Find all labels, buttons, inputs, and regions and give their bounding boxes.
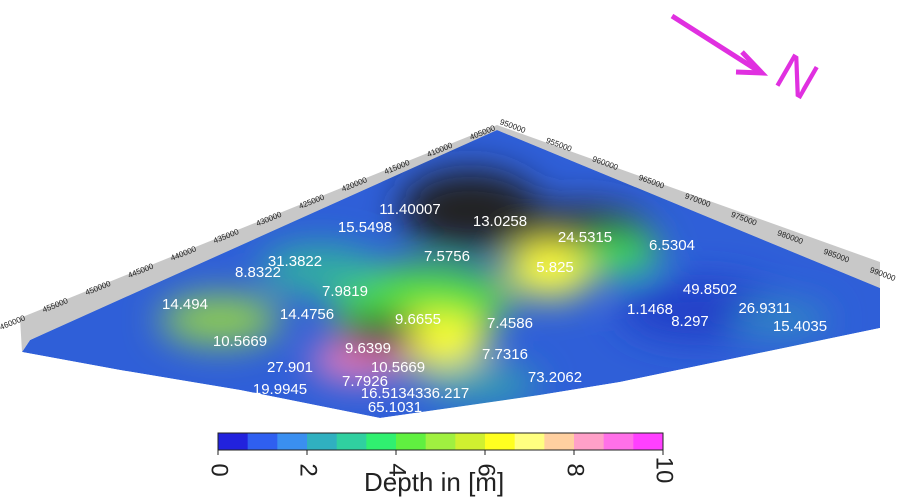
point-label: 6.5304 xyxy=(649,237,695,254)
colorbar-segment xyxy=(515,433,545,450)
point-label: 19.9945 xyxy=(253,381,307,398)
point-label: 8.297 xyxy=(671,313,709,330)
point-label: 5.825 xyxy=(536,259,574,276)
colorbar-segment xyxy=(544,433,574,450)
point-label: 73.2062 xyxy=(528,369,582,386)
north-label: N xyxy=(766,43,828,112)
colorbar-tick-label: 10 xyxy=(651,457,678,484)
colorbar-segment xyxy=(604,433,634,450)
colorbar-segment xyxy=(574,433,604,450)
colorbar-segment xyxy=(337,433,367,450)
point-label: 14.494 xyxy=(162,296,208,313)
point-label: 49.8502 xyxy=(683,281,737,298)
point-label: 15.5498 xyxy=(338,219,392,236)
point-label: 14.4756 xyxy=(280,306,334,323)
point-label: 8.8322 xyxy=(235,264,281,281)
point-label: 11.40007 xyxy=(379,201,440,218)
colorbar-segment xyxy=(218,433,248,450)
point-label: 9.6399 xyxy=(345,340,391,357)
point-label: 26.9311 xyxy=(738,300,791,317)
point-label: 15.4035 xyxy=(773,318,827,335)
north-arrow xyxy=(672,16,762,73)
colorbar-segment xyxy=(485,433,515,450)
point-label: 9.6655 xyxy=(395,311,441,328)
map: N 0246810 Depth in [m] 40500041000041500… xyxy=(0,0,898,501)
point-label: 65.1031 xyxy=(368,399,422,416)
point-label: 7.5756 xyxy=(424,248,470,265)
colorbar-segment xyxy=(633,433,663,450)
point-label: 7.7316 xyxy=(482,346,528,363)
colorbar-label: Depth in [m] xyxy=(364,467,504,497)
colorbar-tick-label: 8 xyxy=(562,463,589,476)
colorbar-segment xyxy=(455,433,485,450)
point-label: 13.0258 xyxy=(473,213,527,230)
colorbar-segment xyxy=(248,433,278,450)
colorbar-segment xyxy=(396,433,426,450)
point-label: 27.901 xyxy=(267,359,313,376)
colorbar-segment xyxy=(277,433,307,450)
colorbar-segment xyxy=(366,433,396,450)
colorbar-segment xyxy=(426,433,456,450)
colorbar-tick-label: 2 xyxy=(295,463,322,476)
point-label: 10.5669 xyxy=(213,333,267,350)
point-label: 7.9819 xyxy=(322,283,368,300)
colorbar-tick-label: 0 xyxy=(206,463,233,476)
point-label: 24.5315 xyxy=(558,229,612,246)
point-label: 7.4586 xyxy=(487,315,533,332)
colorbar-segment xyxy=(307,433,337,450)
point-label: 1.1468 xyxy=(627,301,673,318)
